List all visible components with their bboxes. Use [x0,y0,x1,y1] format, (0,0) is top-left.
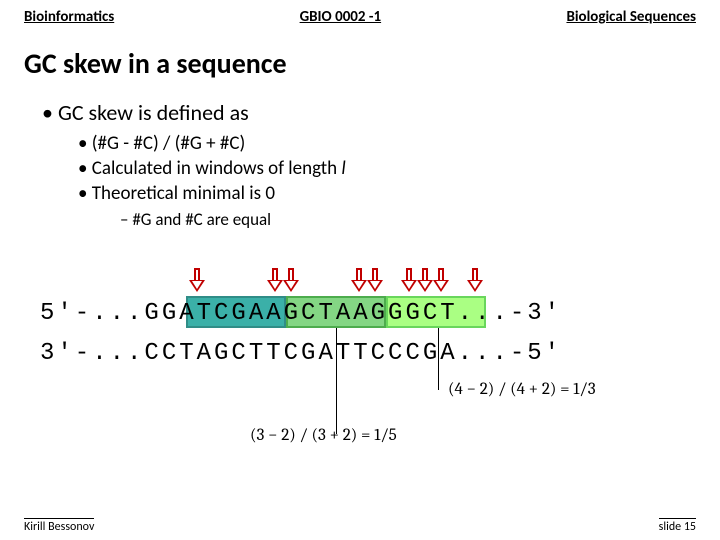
formula-window-2: (3 − 2) / (3 + 2) = 1/5 [250,426,397,445]
footer-author: Kirill Bessonov [24,518,94,534]
bullet-windows: Calculated in windows of length l [78,157,696,180]
g-arrow-icon [190,268,204,294]
sequence-five-prime: 5'-...GGATCGAAGCTAAGGGCT...-3' [40,300,562,327]
footer-slide-number: slide 15 [659,518,696,534]
bullet-minimal: Theoretical minimal is 0 [78,182,696,205]
g-arrow-icon [418,268,432,294]
g-arrow-icon [402,268,416,294]
g-arrow-icon [352,268,366,294]
slide-title: GC skew in a sequence [0,26,720,91]
bullet-equal: #G and #C are equal [120,209,696,230]
bullet-windows-text: Calculated in windows of length [92,157,342,180]
leader-line [438,328,439,390]
bullet-definition: GC skew is defined as [42,99,696,126]
sequence-three-prime: 3'-...CCTAGCTTCGATTCCCGA...-5' [40,340,562,367]
g-arrow-icon [368,268,382,294]
slide-content: GC skew is defined as (#G - #C) / (#G + … [0,91,720,230]
g-arrow-icon [268,268,282,294]
slide-header: Bioinformatics GBIO 0002 -1 Biological S… [0,0,720,26]
g-arrow-icon [434,268,448,294]
header-left: Bioinformatics [24,8,114,26]
header-center: GBIO 0002 -1 [300,8,382,26]
slide-footer: Kirill Bessonov slide 15 [0,518,720,534]
bullet-formula: (#G - #C) / (#G + #C) [78,132,696,155]
leader-line [336,328,337,434]
sequence-diagram: 5'-...GGATCGAAGCTAAGGGCT...-3' 3'-...CCT… [40,244,680,444]
g-arrow-icon [468,268,482,294]
header-right: Biological Sequences [566,8,696,26]
formula-window-3: (4 − 2) / (4 + 2) = 1/3 [448,380,596,399]
bullet-windows-length-var: l [341,157,345,180]
g-arrow-icon [284,268,298,294]
